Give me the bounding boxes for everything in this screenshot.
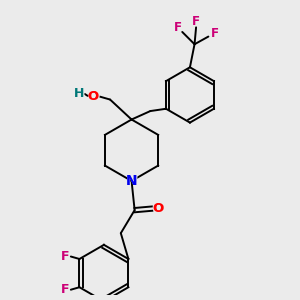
Text: F: F — [174, 21, 182, 34]
Text: N: N — [126, 174, 137, 188]
Text: O: O — [87, 89, 99, 104]
Text: F: F — [60, 250, 69, 263]
Text: O: O — [152, 202, 163, 215]
Text: N: N — [125, 173, 138, 188]
Text: F: F — [211, 27, 218, 40]
Text: N: N — [126, 174, 137, 188]
Text: O: O — [88, 90, 99, 103]
Text: F: F — [60, 283, 69, 296]
Text: O: O — [152, 201, 164, 216]
Text: H: H — [74, 87, 85, 100]
Text: N: N — [126, 174, 137, 188]
Text: H: H — [74, 86, 85, 100]
Text: O: O — [88, 90, 99, 103]
Text: N: N — [126, 174, 137, 188]
Text: H: H — [74, 87, 85, 100]
Text: O: O — [152, 202, 163, 215]
Text: F: F — [192, 15, 200, 28]
